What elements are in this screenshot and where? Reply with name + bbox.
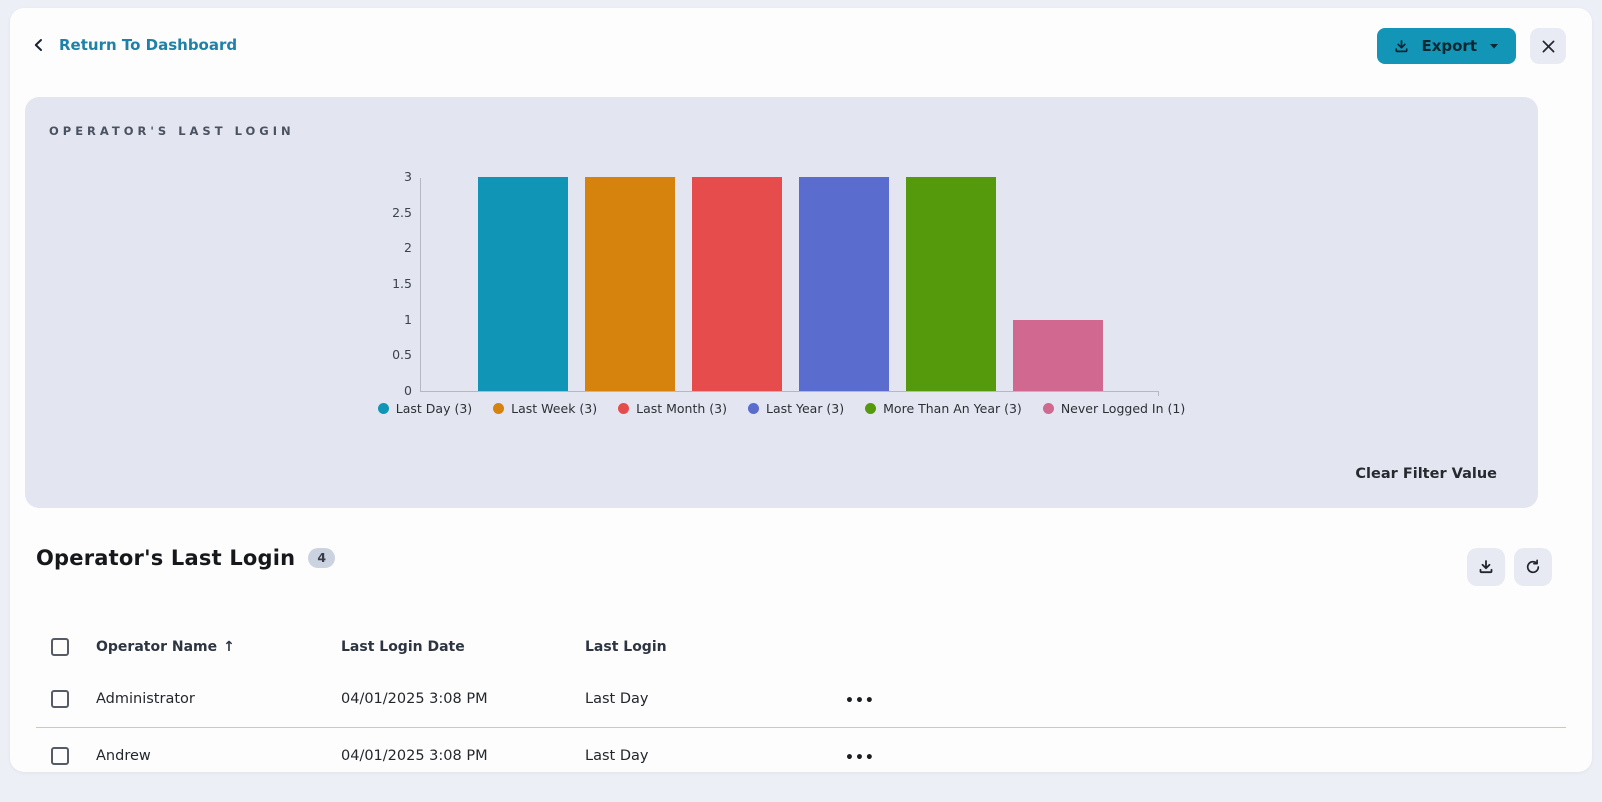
y-axis-tick-label: 2 xyxy=(404,240,412,256)
operators-table: Operator Name ↑ Last Login Date Last Log… xyxy=(36,623,1566,772)
legend-item[interactable]: Last Month (3) xyxy=(618,401,727,416)
bar-more-than-an-year[interactable] xyxy=(906,177,996,391)
bar-last-year[interactable] xyxy=(799,177,889,391)
export-label: Export xyxy=(1421,37,1477,55)
table-section-header: Operator's Last Login 4 xyxy=(36,546,336,570)
row-count-badge: 4 xyxy=(308,548,336,568)
operator-name-cell: Andrew xyxy=(96,748,151,764)
export-button[interactable]: Export xyxy=(1377,28,1516,64)
y-axis-tick-label: 1 xyxy=(404,311,412,327)
bar-never-logged-in[interactable] xyxy=(1013,320,1103,391)
clear-filter-link[interactable]: Clear Filter Value xyxy=(1355,466,1497,482)
table-header-row: Operator Name ↑ Last Login Date Last Log… xyxy=(36,623,1566,671)
legend-label: Last Year (3) xyxy=(765,401,845,416)
section-title: Operator's Last Login xyxy=(36,546,296,570)
legend-dot xyxy=(493,403,505,414)
table-row[interactable]: Andrew 04/01/2025 3:08 PM Last Day ••• xyxy=(36,728,1566,772)
y-axis-tick-label: 1.5 xyxy=(392,276,412,291)
column-header-label: Last Login xyxy=(585,639,667,655)
return-to-dashboard-label: Return To Dashboard xyxy=(59,36,238,54)
y-axis-tick-label: 0.5 xyxy=(392,347,412,363)
last-login-cell: Last Day xyxy=(585,691,649,707)
operator-name-cell: Administrator xyxy=(96,691,195,707)
chart-panel: OPERATOR'S LAST LOGIN 0 0.5 1 1.5 2 2.5 3 Last… xyxy=(25,97,1538,508)
column-header-last-login[interactable]: Last Login xyxy=(585,639,845,655)
last-login-cell: Last Day xyxy=(585,748,649,764)
legend-item[interactable]: More Than An Year (3) xyxy=(865,401,1022,416)
more-options-button[interactable]: ••• xyxy=(845,749,875,766)
row-checkbox[interactable] xyxy=(51,747,69,765)
legend-dot xyxy=(747,403,759,414)
legend-item[interactable]: Last Week (3) xyxy=(493,401,597,416)
y-axis-tick-label: 3 xyxy=(404,169,412,184)
column-header-operator-name[interactable]: Operator Name ↑ xyxy=(96,639,341,655)
legend-label: Last Week (3) xyxy=(511,401,598,416)
legend-item[interactable]: Last Day (3) xyxy=(377,401,473,416)
row-checkbox[interactable] xyxy=(51,690,69,708)
legend-dot xyxy=(377,403,389,414)
table-row[interactable]: Administrator 04/01/2025 3:08 PM Last Da… xyxy=(36,671,1566,728)
legend-item[interactable]: Never Logged In (1) xyxy=(1042,401,1186,416)
bar-last-day[interactable] xyxy=(478,177,568,391)
legend-dot xyxy=(1042,403,1054,414)
last-login-date-cell: 04/01/2025 3:08 PM xyxy=(341,691,488,707)
bar-last-month[interactable] xyxy=(692,177,782,391)
y-axis-tick-label: 0 xyxy=(404,383,412,398)
chart-legend: Last Day (3) Last Week (3) Last Month (3) L… xyxy=(25,401,1538,416)
download-icon xyxy=(1479,560,1493,574)
legend-label: Never Logged In (1) xyxy=(1060,401,1186,416)
legend-dot xyxy=(865,403,877,414)
close-button[interactable] xyxy=(1530,28,1566,64)
legend-dot xyxy=(618,403,630,414)
y-axis-tick-label: 2.5 xyxy=(392,204,412,220)
legend-label: More Than An Year (3) xyxy=(883,401,1022,416)
column-header-label: Last Login Date xyxy=(341,639,465,655)
legend-label: Last Day (3) xyxy=(395,401,473,416)
sort-ascending-icon: ↑ xyxy=(223,639,235,655)
table-actions xyxy=(1467,548,1552,586)
select-all-checkbox[interactable] xyxy=(51,638,69,656)
bar-plot: 0 0.5 1 1.5 2 2.5 3 xyxy=(392,169,1159,398)
more-options-button[interactable]: ••• xyxy=(845,692,875,709)
caret-down-icon xyxy=(1490,44,1498,49)
main-panel: Return To Dashboard Export OPERATOR'S LA… xyxy=(10,8,1592,772)
close-icon xyxy=(1542,40,1554,52)
table-refresh-button[interactable] xyxy=(1514,548,1552,586)
bar-last-week[interactable] xyxy=(585,177,675,391)
chart-title: OPERATOR'S LAST LOGIN xyxy=(49,124,295,138)
table-download-button[interactable] xyxy=(1467,548,1505,586)
last-login-date-cell: 04/01/2025 3:08 PM xyxy=(341,748,488,764)
refresh-icon xyxy=(1526,559,1540,574)
legend-label: Last Month (3) xyxy=(636,401,727,416)
column-header-label: Operator Name xyxy=(96,639,218,655)
return-to-dashboard-link[interactable]: Return To Dashboard xyxy=(32,36,237,54)
chevron-left-icon xyxy=(34,39,42,51)
column-header-last-login-date[interactable]: Last Login Date xyxy=(341,639,585,655)
legend-item[interactable]: Last Year (3) xyxy=(747,401,845,416)
download-icon xyxy=(1395,39,1408,52)
